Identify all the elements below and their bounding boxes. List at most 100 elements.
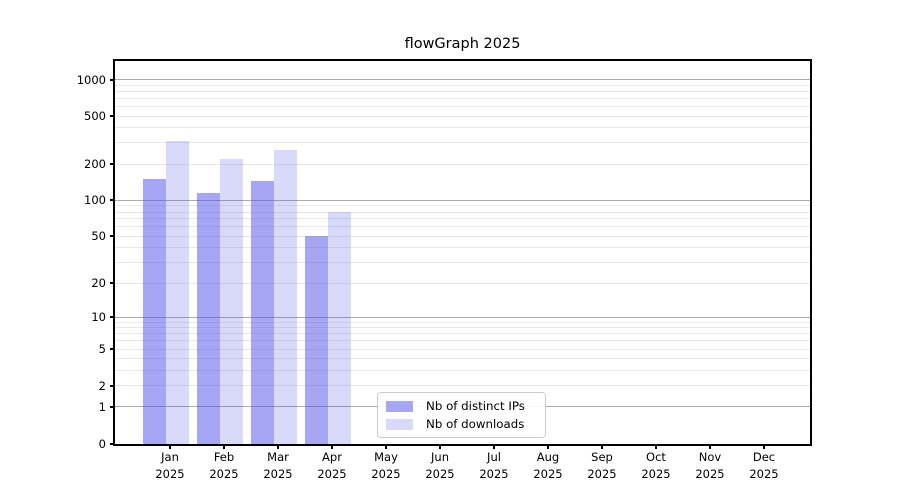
legend: Nb of distinct IPs Nb of downloads xyxy=(377,392,546,438)
x-tick-month: May xyxy=(374,450,398,464)
y-axis-tick xyxy=(110,348,115,351)
x-tick-label-jan: Jan 2025 xyxy=(140,449,200,482)
y-axis-tick xyxy=(110,235,115,238)
minor-gridline xyxy=(115,358,810,360)
x-tick-year: 2025 xyxy=(695,466,725,481)
x-tick-year: 2025 xyxy=(425,466,455,481)
x-tick-year: 2025 xyxy=(371,466,401,481)
x-axis-tick xyxy=(601,444,603,449)
x-tick-month: Sep xyxy=(591,450,613,464)
bar-distinct-ips-jan xyxy=(143,179,166,444)
x-tick-year: 2025 xyxy=(533,466,563,481)
y-axis-tick xyxy=(110,115,115,117)
legend-label-downloads: Nb of downloads xyxy=(426,417,525,431)
x-tick-year: 2025 xyxy=(263,466,293,481)
minor-gridline xyxy=(115,115,810,117)
minor-gridline xyxy=(115,327,810,329)
y-axis-tick xyxy=(110,78,115,81)
y-tick-label: 200 xyxy=(84,157,106,172)
y-axis-tick xyxy=(110,199,115,202)
x-tick-month: Mar xyxy=(267,450,289,464)
minor-gridline xyxy=(115,163,810,165)
x-tick-year: 2025 xyxy=(587,466,617,481)
minor-gridline xyxy=(115,348,810,350)
x-tick-label-nov: Nov 2025 xyxy=(680,449,740,482)
bar-downloads-mar xyxy=(274,150,297,444)
bar-distinct-ips-apr xyxy=(305,236,328,444)
x-tick-year: 2025 xyxy=(155,466,185,481)
bar-downloads-apr xyxy=(328,212,351,444)
legend-item-distinct-ips: Nb of distinct IPs xyxy=(386,397,545,415)
y-tick-label: 100 xyxy=(84,193,106,208)
legend-label-distinct-ips: Nb of distinct IPs xyxy=(426,399,525,413)
x-tick-month: Jan xyxy=(161,450,179,464)
y-tick-label: 1000 xyxy=(76,72,106,87)
x-tick-label-aug: Aug 2025 xyxy=(518,449,578,482)
x-axis-tick xyxy=(277,444,279,449)
minor-gridline xyxy=(115,385,810,387)
bar-distinct-ips-mar xyxy=(251,180,274,444)
minor-gridline xyxy=(115,97,810,99)
x-tick-month: Jun xyxy=(431,450,449,464)
y-tick-label: 1 xyxy=(98,399,106,414)
bar-downloads-feb xyxy=(220,159,243,444)
y-tick-label: 0 xyxy=(98,436,106,451)
minor-gridline xyxy=(115,84,810,86)
x-tick-month: Aug xyxy=(536,450,560,464)
minor-gridline xyxy=(115,262,810,264)
minor-gridline xyxy=(115,211,810,213)
major-gridline xyxy=(115,316,810,318)
major-gridline xyxy=(115,79,810,81)
x-tick-label-apr: Apr 2025 xyxy=(302,449,362,482)
x-axis-tick xyxy=(547,444,549,449)
x-tick-label-mar: Mar 2025 xyxy=(248,449,308,482)
minor-gridline xyxy=(115,321,810,323)
x-tick-month: Nov xyxy=(698,450,722,464)
chart-title: flowGraph 2025 xyxy=(404,36,521,52)
x-tick-label-sep: Sep 2025 xyxy=(572,449,632,482)
bar-downloads-jan xyxy=(166,141,189,444)
minor-gridline xyxy=(115,235,810,237)
x-tick-label-jun: Jun 2025 xyxy=(410,449,470,482)
major-gridline xyxy=(115,199,810,201)
x-tick-label-dec: Dec 2025 xyxy=(734,449,794,482)
x-tick-month: Feb xyxy=(213,450,235,464)
x-tick-month: Oct xyxy=(646,450,666,464)
y-tick-label: 20 xyxy=(91,276,106,291)
x-tick-label-jul: Jul 2025 xyxy=(464,449,524,482)
y-axis-tick xyxy=(110,442,115,445)
minor-gridline xyxy=(115,333,810,335)
y-tick-label: 500 xyxy=(84,109,106,123)
y-tick-label: 2 xyxy=(98,378,106,393)
x-axis-tick xyxy=(439,444,441,449)
x-axis-tick xyxy=(655,444,657,449)
x-tick-month: Dec xyxy=(752,450,776,464)
x-tick-year: 2025 xyxy=(641,466,671,481)
y-axis-tick xyxy=(110,405,115,408)
y-tick-label: 5 xyxy=(98,342,106,357)
y-axis-tick xyxy=(110,316,115,319)
x-tick-month: Jul xyxy=(487,450,501,464)
x-axis-tick xyxy=(331,444,333,449)
x-tick-label-may: May 2025 xyxy=(356,449,416,482)
y-tick-label: 10 xyxy=(91,310,106,325)
x-tick-year: 2025 xyxy=(317,466,347,481)
legend-swatch-downloads xyxy=(386,418,413,430)
legend-swatch-distinct-ips xyxy=(386,400,413,412)
minor-gridline xyxy=(115,205,810,207)
bar-distinct-ips-feb xyxy=(197,193,220,444)
x-axis-tick xyxy=(763,444,765,449)
y-axis-tick xyxy=(110,282,115,285)
x-tick-year: 2025 xyxy=(209,466,239,481)
y-axis-tick xyxy=(110,384,115,387)
x-axis-tick xyxy=(169,444,171,449)
minor-gridline xyxy=(115,369,810,371)
x-tick-year: 2025 xyxy=(749,466,779,481)
minor-gridline xyxy=(115,127,810,129)
minor-gridline xyxy=(115,340,810,342)
x-tick-label-oct: Oct 2025 xyxy=(626,449,686,482)
y-axis-tick xyxy=(110,163,115,166)
x-tick-month: Apr xyxy=(322,450,342,464)
plot-area xyxy=(115,61,810,444)
